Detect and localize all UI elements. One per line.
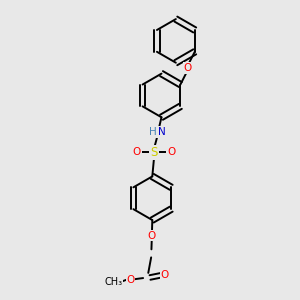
Text: O: O bbox=[183, 63, 192, 73]
Text: O: O bbox=[161, 270, 169, 280]
Text: S: S bbox=[150, 146, 158, 159]
Text: O: O bbox=[148, 231, 156, 241]
Text: O: O bbox=[126, 275, 135, 285]
Text: N: N bbox=[158, 127, 165, 137]
Text: O: O bbox=[167, 147, 176, 157]
Text: H: H bbox=[149, 127, 157, 137]
Text: CH₃: CH₃ bbox=[104, 277, 122, 287]
Text: O: O bbox=[133, 147, 141, 157]
